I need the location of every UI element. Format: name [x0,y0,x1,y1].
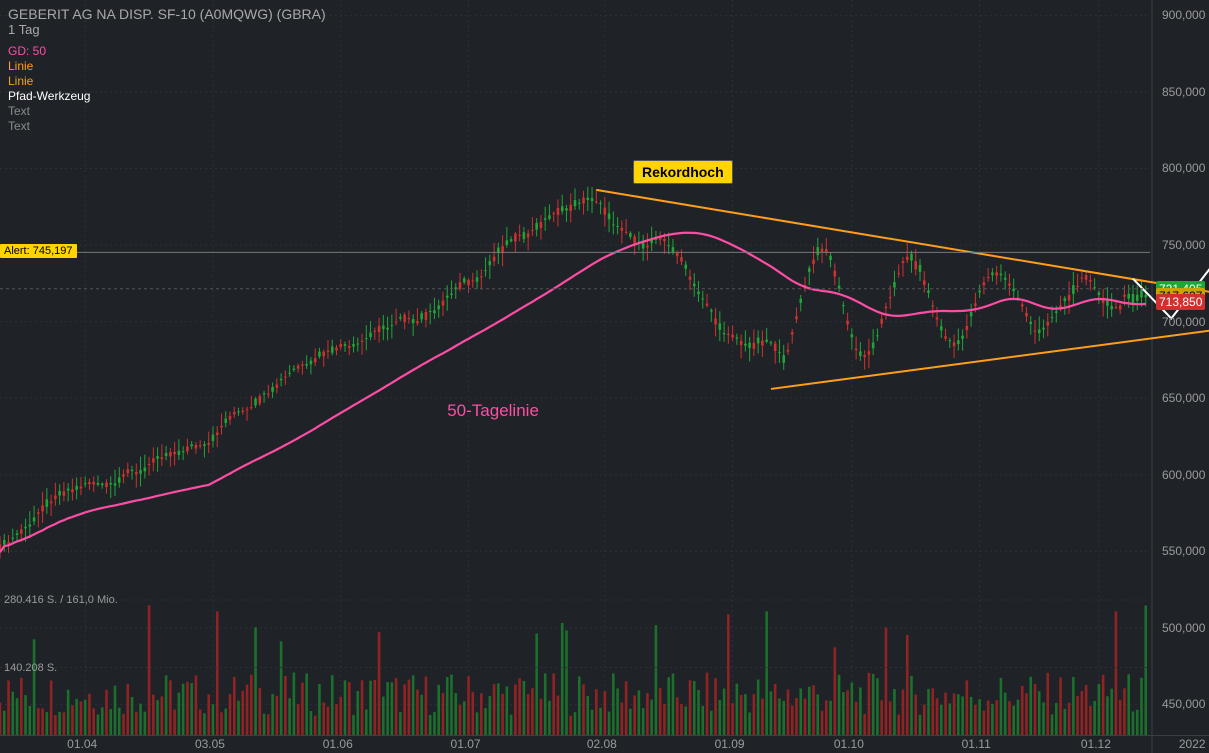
legend-item: Text [8,104,90,119]
chart-subtitle: 1 Tag [8,22,40,37]
y-tick-label: 450,000 [1162,697,1205,711]
x-tick-label: 01.09 [715,737,745,751]
legend-item: GD: 50 [8,44,90,59]
x-tick-label: 03.05 [195,737,225,751]
x-tick-label: 02.08 [587,737,617,751]
legend-item: Pfad-Werkzeug [8,89,90,104]
price-tag: 713,850 [1156,294,1205,310]
chart-title: GEBERIT AG NA DISP. SF-10 (A0MQWG) (GBRA… [8,6,326,22]
legend-item: Linie [8,74,90,89]
legend-item: Linie [8,59,90,74]
x-tick-label: 01.06 [323,737,353,751]
x-tick-label: 01.04 [67,737,97,751]
y-tick-label: 550,000 [1162,544,1205,558]
x-tick-label: 01.07 [451,737,481,751]
y-tick-label: 900,000 [1162,8,1205,22]
x-tick-label: 2022 [1179,737,1206,751]
y-tick-label: 750,000 [1162,238,1205,252]
legend: GD: 50LinieLiniePfad-WerkzeugTextText [8,44,90,134]
y-tick-label: 500,000 [1162,621,1205,635]
annotation-rekordhoch: Rekordhoch [633,160,733,184]
y-tick-label: 650,000 [1162,391,1205,405]
x-tick-label: 01.10 [834,737,864,751]
y-tick-label: 700,000 [1162,315,1205,329]
chart-svg[interactable] [0,0,1209,753]
volume-level-label: 280.416 S. / 161,0 Mio. [4,594,118,606]
legend-item: Text [8,119,90,134]
y-tick-label: 850,000 [1162,85,1205,99]
y-tick-label: 800,000 [1162,161,1205,175]
chart-root[interactable]: GEBERIT AG NA DISP. SF-10 (A0MQWG) (GBRA… [0,0,1209,753]
x-tick-label: 01.11 [962,737,991,751]
annotation-50-tagelinie: 50-Tagelinie [447,401,539,421]
alert-tag[interactable]: Alert: 745,197 [0,244,77,258]
x-tick-label: 01.12 [1081,737,1111,751]
y-tick-label: 600,000 [1162,468,1205,482]
volume-level-label: 140.208 S. [4,662,57,674]
